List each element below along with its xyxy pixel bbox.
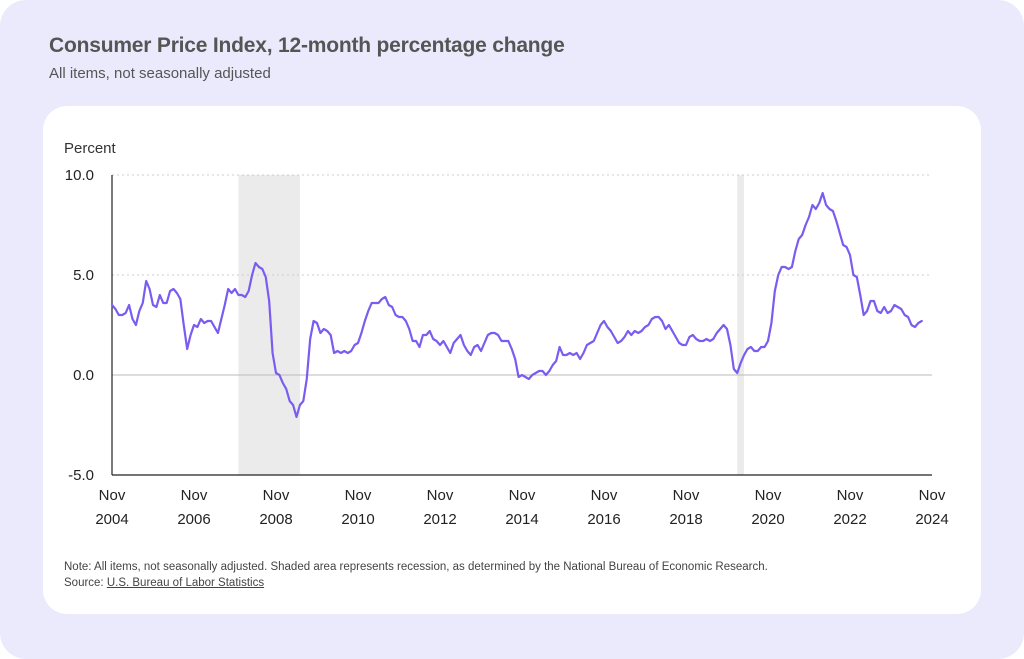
recession-band-0 bbox=[238, 175, 300, 475]
x-tick-year: 2024 bbox=[915, 511, 948, 528]
chart-footnote: Note: All items, not seasonally adjusted… bbox=[64, 559, 768, 591]
x-tick-month: Nov bbox=[673, 487, 700, 504]
x-tick-year: 2010 bbox=[341, 511, 374, 528]
x-tick-year: 2004 bbox=[95, 511, 128, 528]
x-tick-month: Nov bbox=[509, 487, 536, 504]
source-link[interactable]: U.S. Bureau of Labor Statistics bbox=[107, 577, 264, 589]
y-tick-label: 10.0 bbox=[65, 167, 94, 184]
y-tick-label: -5.0 bbox=[68, 467, 94, 484]
x-tick-month: Nov bbox=[837, 487, 864, 504]
x-tick-year: 2018 bbox=[669, 511, 702, 528]
series-line-cpi bbox=[112, 193, 922, 417]
x-tick-year: 2016 bbox=[587, 511, 620, 528]
x-tick-month: Nov bbox=[919, 487, 946, 504]
x-tick-month: Nov bbox=[99, 487, 126, 504]
x-tick-year: 2014 bbox=[505, 511, 538, 528]
x-tick-month: Nov bbox=[345, 487, 372, 504]
source-line: Source: U.S. Bureau of Labor Statistics bbox=[64, 575, 768, 591]
note-text: Note: All items, not seasonally adjusted… bbox=[64, 559, 768, 575]
x-tick-year: 2020 bbox=[751, 511, 784, 528]
x-tick-year: 2006 bbox=[177, 511, 210, 528]
x-tick-year: 2022 bbox=[833, 511, 866, 528]
y-tick-label: 0.0 bbox=[73, 367, 94, 384]
x-tick-month: Nov bbox=[427, 487, 454, 504]
x-tick-year: 2008 bbox=[259, 511, 292, 528]
x-tick-month: Nov bbox=[263, 487, 290, 504]
x-tick-month: Nov bbox=[181, 487, 208, 504]
x-tick-month: Nov bbox=[591, 487, 618, 504]
source-prefix: Source: bbox=[64, 577, 107, 589]
x-tick-month: Nov bbox=[755, 487, 782, 504]
x-tick-year: 2012 bbox=[423, 511, 456, 528]
recession-band-1 bbox=[737, 175, 744, 475]
y-tick-label: 5.0 bbox=[73, 267, 94, 284]
